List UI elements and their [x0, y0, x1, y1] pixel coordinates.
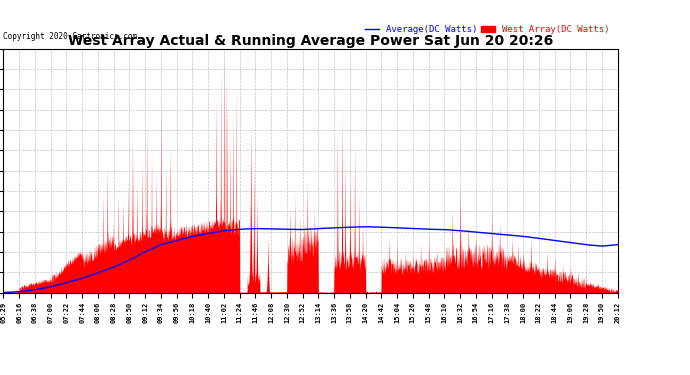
- Text: Copyright 2020 Cartronics.com: Copyright 2020 Cartronics.com: [3, 32, 137, 41]
- Title: West Array Actual & Running Average Power Sat Jun 20 20:26: West Array Actual & Running Average Powe…: [68, 34, 553, 48]
- Legend: Average(DC Watts), West Array(DC Watts): Average(DC Watts), West Array(DC Watts): [362, 22, 613, 38]
